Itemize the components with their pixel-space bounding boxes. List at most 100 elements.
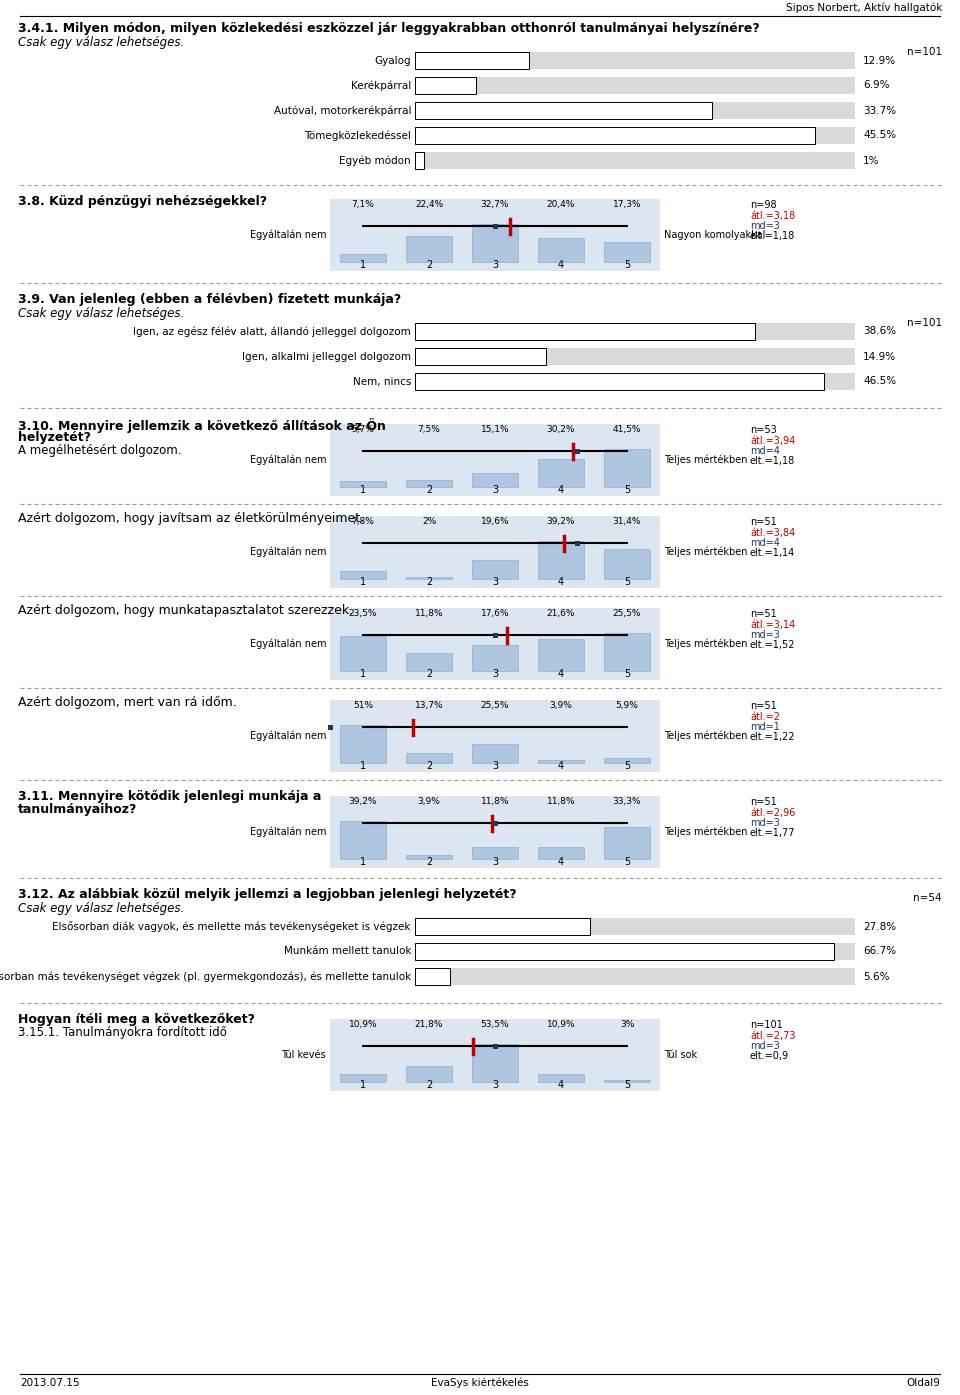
Bar [340, 636, 386, 671]
Bar [492, 1043, 497, 1049]
Bar [415, 77, 855, 93]
Bar [406, 236, 452, 262]
Text: 19,6%: 19,6% [481, 518, 510, 526]
Text: 3.11. Mennyire kötődik jelenlegi munkája a: 3.11. Mennyire kötődik jelenlegi munkája… [18, 790, 322, 804]
Text: md=3: md=3 [750, 1041, 780, 1050]
Text: tanulmányaihoz?: tanulmányaihoz? [18, 804, 137, 816]
Text: n=51: n=51 [750, 797, 777, 806]
Bar [472, 473, 518, 487]
Bar [538, 847, 584, 859]
Bar [415, 324, 855, 340]
Text: 7,8%: 7,8% [351, 518, 374, 526]
Text: 51%: 51% [353, 702, 373, 710]
Text: 3: 3 [492, 578, 498, 587]
Bar [575, 449, 580, 453]
Text: Elsősorban diák vagyok, és mellette más tevékenységeket is végzek: Elsősorban diák vagyok, és mellette más … [53, 921, 411, 932]
Text: 5: 5 [624, 670, 630, 679]
Bar [415, 372, 825, 391]
Text: 3: 3 [492, 259, 498, 271]
Text: Munkám mellett tanulok: Munkám mellett tanulok [283, 946, 411, 957]
Text: Egyéb módon: Egyéb módon [340, 155, 411, 166]
Bar [327, 725, 332, 730]
Bar [406, 480, 452, 487]
Bar [604, 241, 650, 262]
Bar [330, 608, 660, 679]
Text: 31,4%: 31,4% [612, 518, 641, 526]
Text: 10,9%: 10,9% [348, 1020, 377, 1030]
Text: 3: 3 [492, 1080, 498, 1089]
Text: 22,4%: 22,4% [415, 199, 444, 209]
Text: Egyáltalán nem: Egyáltalán nem [250, 547, 326, 557]
Text: 3,9%: 3,9% [549, 702, 572, 710]
Text: 66.7%: 66.7% [863, 946, 896, 957]
Text: 1: 1 [360, 259, 366, 271]
Text: 3%: 3% [620, 1020, 635, 1030]
Text: 13,7%: 13,7% [415, 702, 444, 710]
Bar [415, 52, 855, 68]
Text: n=51: n=51 [750, 518, 777, 527]
Text: Csak egy válasz lehetséges.: Csak egy válasz lehetséges. [18, 36, 184, 49]
Text: n=51: n=51 [750, 610, 777, 619]
Text: átl.=3,18: átl.=3,18 [750, 211, 795, 220]
Text: 3.9. Van jelenleg (ebben a félévben) fizetett munkája?: 3.9. Van jelenleg (ebben a félévben) fiz… [18, 293, 401, 306]
Text: md=3: md=3 [750, 631, 780, 640]
Text: 1: 1 [360, 578, 366, 587]
Text: 5: 5 [624, 259, 630, 271]
Bar [340, 571, 386, 579]
Text: Oldal9: Oldal9 [906, 1378, 940, 1388]
Text: 3.8. Küzd pénzügyi nehézségekkel?: 3.8. Küzd pénzügyi nehézségekkel? [18, 195, 267, 208]
Text: n=101: n=101 [750, 1020, 782, 1030]
Text: 4: 4 [558, 259, 564, 271]
Bar [340, 481, 386, 487]
Text: 15,1%: 15,1% [481, 425, 510, 434]
Text: 23,5%: 23,5% [348, 610, 377, 618]
Text: 4: 4 [558, 857, 564, 868]
Text: 41,5%: 41,5% [612, 425, 641, 434]
Text: Sipos Norbert, Aktív hallgatók: Sipos Norbert, Aktív hallgatók [785, 3, 942, 13]
Bar [575, 541, 580, 545]
Bar [472, 644, 518, 671]
Text: elt.=1,52: elt.=1,52 [750, 640, 796, 650]
Bar [492, 223, 497, 229]
Text: 2: 2 [426, 857, 432, 868]
Bar [415, 943, 834, 960]
Text: 21,8%: 21,8% [415, 1020, 444, 1030]
Text: Nem, nincs: Nem, nincs [352, 377, 411, 386]
Text: elt.=1,14: elt.=1,14 [750, 548, 795, 558]
Text: elt.=1,18: elt.=1,18 [750, 232, 795, 241]
Text: átl.=2,96: átl.=2,96 [750, 808, 796, 817]
Bar [406, 653, 452, 671]
Text: 3.10. Mennyire jellemzik a következő állítások az Ön: 3.10. Mennyire jellemzik a következő áll… [18, 418, 386, 432]
Text: Egyáltalán nem: Egyáltalán nem [250, 827, 326, 837]
Text: 7,5%: 7,5% [418, 425, 441, 434]
Text: 17,3%: 17,3% [612, 199, 641, 209]
Text: Teljes mértékben: Teljes mértékben [664, 731, 748, 741]
Text: 6.9%: 6.9% [863, 81, 890, 91]
Text: n=101: n=101 [907, 318, 942, 328]
Text: 39,2%: 39,2% [547, 518, 575, 526]
Bar [340, 254, 386, 262]
Text: Egyáltalán nem: Egyáltalán nem [250, 731, 326, 741]
Text: 1: 1 [360, 1080, 366, 1089]
Text: 2: 2 [426, 259, 432, 271]
Text: 4: 4 [558, 762, 564, 771]
Text: Teljes mértékben: Teljes mértékben [664, 547, 748, 557]
Bar [415, 52, 529, 68]
Text: 5: 5 [624, 857, 630, 868]
Bar [604, 633, 650, 671]
Text: Igen, alkalmi jelleggel dolgozom: Igen, alkalmi jelleggel dolgozom [242, 352, 411, 361]
Text: n=53: n=53 [750, 425, 777, 435]
Text: 1: 1 [360, 857, 366, 868]
Text: 30,2%: 30,2% [547, 425, 575, 434]
Bar [330, 516, 660, 589]
Text: Nagyon komolyakkal: Nagyon komolyakkal [664, 230, 765, 240]
Text: Teljes mértékben: Teljes mértékben [664, 827, 748, 837]
Bar [330, 424, 660, 497]
Text: Kerékpárral: Kerékpárral [350, 81, 411, 91]
Text: 25,5%: 25,5% [481, 702, 509, 710]
Text: md=3: md=3 [750, 220, 780, 232]
Text: 3: 3 [492, 670, 498, 679]
Text: 5.6%: 5.6% [863, 971, 890, 982]
Text: 33,3%: 33,3% [612, 797, 641, 806]
Bar [415, 918, 855, 935]
